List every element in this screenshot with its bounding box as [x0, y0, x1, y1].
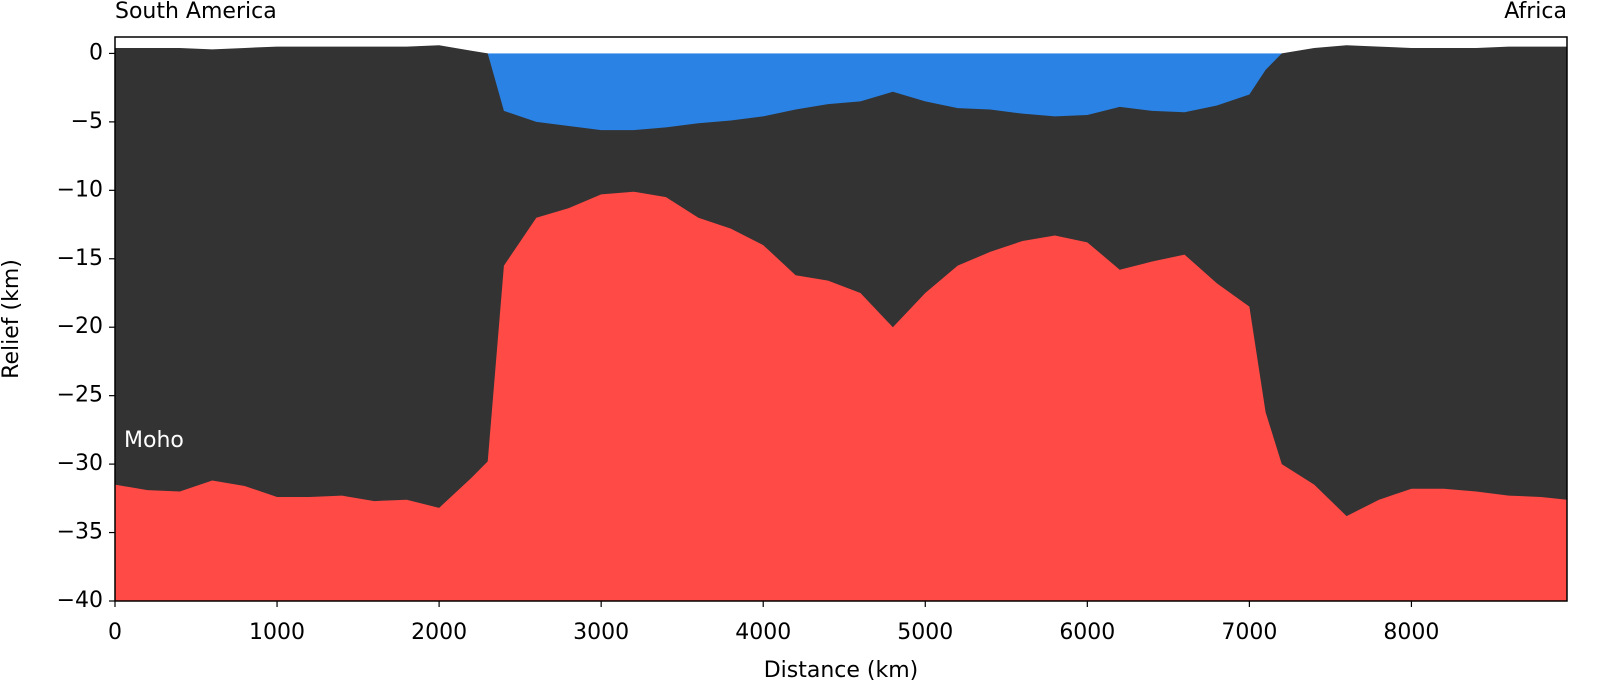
- y-tick-label: −5: [71, 109, 103, 134]
- y-axis-label: Relief (km): [0, 259, 24, 379]
- x-tick-label: 2000: [411, 620, 467, 645]
- annotation-right: Africa: [1504, 0, 1567, 24]
- x-tick-label: 3000: [573, 620, 629, 645]
- series-label: Moho: [124, 428, 184, 453]
- x-tick-label: 6000: [1059, 620, 1115, 645]
- x-tick-label: 5000: [897, 620, 953, 645]
- x-tick-label: 7000: [1221, 620, 1277, 645]
- x-tick-label: 1000: [249, 620, 305, 645]
- mantle-area: [115, 191, 1567, 601]
- x-tick-label: 0: [108, 620, 122, 645]
- y-tick-label: −35: [57, 520, 103, 545]
- y-tick-label: −15: [57, 246, 103, 271]
- y-tick-label: −25: [57, 383, 103, 408]
- y-tick-label: −10: [57, 177, 103, 202]
- y-tick-label: −40: [57, 588, 103, 613]
- x-tick-label: 4000: [735, 620, 791, 645]
- y-tick-label: 0: [89, 40, 103, 65]
- annotation-left: South America: [115, 0, 277, 24]
- x-axis-label: Distance (km): [764, 658, 919, 683]
- y-tick-label: −20: [57, 314, 103, 339]
- plot-frame: [114, 36, 1568, 602]
- y-tick-label: −30: [57, 451, 103, 476]
- x-tick-label: 8000: [1383, 620, 1439, 645]
